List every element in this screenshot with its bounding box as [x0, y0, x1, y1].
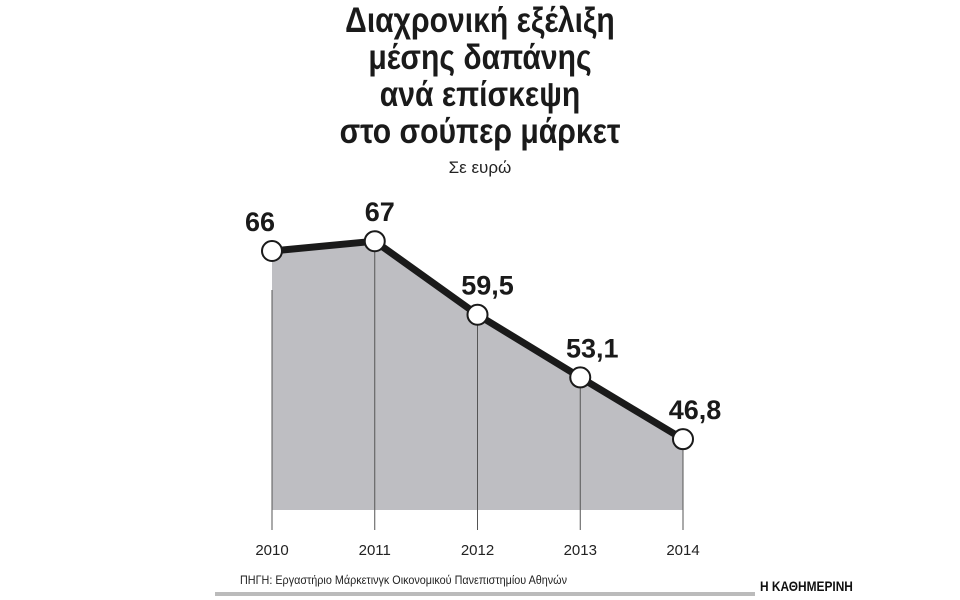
data-point: [466, 303, 489, 326]
data-label: 46,8: [669, 395, 722, 425]
footer-rule: [215, 592, 755, 596]
x-tick-label: 2010: [255, 542, 288, 559]
x-tick-label: 2014: [666, 542, 699, 559]
title-line: ανά επίσκεψη: [379, 75, 581, 114]
data-point: [261, 240, 283, 262]
title-line: στο σούπερ μάρκετ: [339, 112, 621, 151]
chart-subtitle: Σε ευρώ: [448, 158, 512, 177]
chart-title: Διαχρονική εξέλιξη μέσης δαπάνης ανά επί…: [67, 2, 893, 150]
data-label: 53,1: [566, 333, 619, 363]
title-line: Διαχρονική εξέλιξη: [345, 1, 615, 40]
x-tick-label: 2012: [461, 542, 494, 559]
data-point: [363, 230, 386, 253]
data-point: [569, 366, 592, 389]
source-note: ΠΗΓΗ: Εργαστήριο Μάρκετινγκ Οικονομικού …: [240, 573, 568, 587]
data-label: 66: [245, 207, 275, 237]
publisher-logo: Η ΚΑΘΗΜΕΡΙΝΗ: [760, 578, 853, 594]
x-tick-label: 2013: [564, 542, 597, 559]
data-label: 59,5: [461, 271, 514, 301]
data-label: 67: [365, 197, 395, 227]
data-point: [672, 428, 694, 451]
title-line: μέσης δαπάνης: [368, 38, 592, 77]
x-tick-label: 2011: [359, 542, 391, 559]
